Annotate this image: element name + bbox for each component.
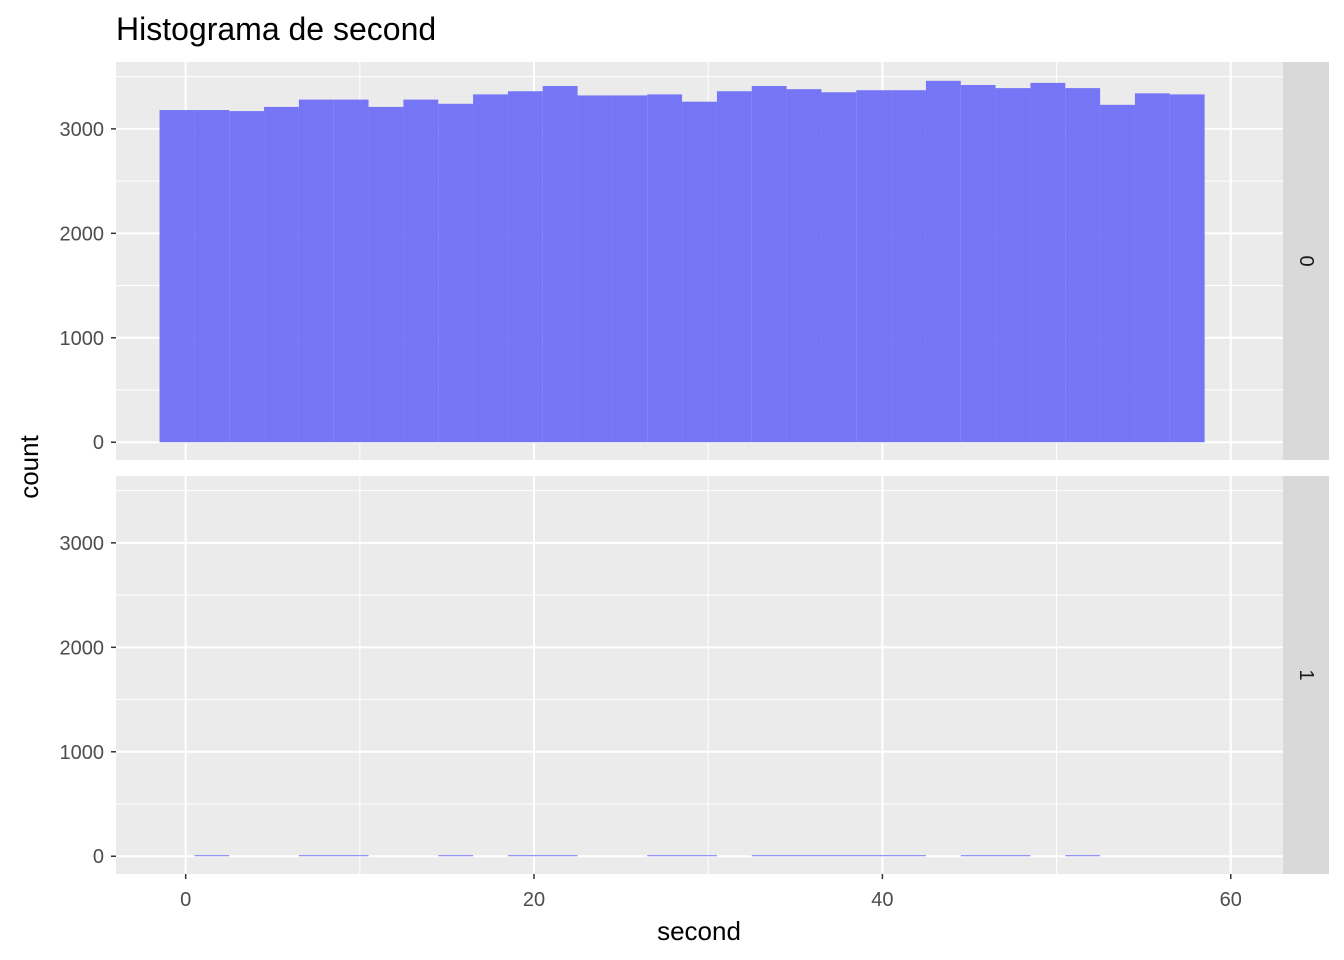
- histogram-bar: [1030, 82, 1066, 443]
- histogram-bar: [647, 94, 683, 443]
- histogram-bar: [229, 111, 265, 443]
- panel-background: [116, 476, 1283, 874]
- histogram-bar: [333, 99, 369, 443]
- facet-panels: 0 1000 2000 3000 0 0 1000 2000 3000 1: [60, 62, 1329, 874]
- histogram-bar: [194, 110, 230, 443]
- y-tick-label: 0: [93, 846, 104, 868]
- y-tick-label: 2000: [60, 223, 105, 245]
- facet-strip-label: 0: [1295, 255, 1317, 266]
- histogram-bar: [1134, 93, 1170, 443]
- histogram-bar: [507, 91, 543, 443]
- y-tick-label: 2000: [60, 637, 105, 659]
- histogram-bar: [1100, 104, 1135, 443]
- histogram-bar: [264, 106, 299, 443]
- histogram-bar: [682, 101, 717, 443]
- histogram-bar: [612, 95, 648, 443]
- facet-panel-0: 0 1000 2000 3000 0: [60, 62, 1329, 460]
- histogram-bar: [995, 88, 1031, 443]
- histogram-bar: [542, 855, 578, 857]
- facet-strip-label: 1: [1295, 669, 1317, 680]
- chart-title: Histograma de second: [116, 11, 436, 47]
- histogram-bar: [891, 90, 926, 443]
- histogram-bar: [856, 90, 892, 443]
- histogram-bar: [542, 86, 578, 443]
- histogram-bar: [194, 855, 230, 857]
- y-tick-label: 3000: [60, 119, 105, 141]
- histogram-bar: [577, 95, 613, 443]
- x-tick-label: 20: [523, 889, 545, 911]
- y-tick-label: 1000: [60, 328, 105, 350]
- histogram-bar: [473, 94, 508, 443]
- histogram-bar: [403, 99, 439, 443]
- histogram-bar: [647, 855, 683, 857]
- histogram-bar: [1169, 94, 1205, 443]
- histogram-bar: [995, 855, 1031, 857]
- x-axis: 0 20 40 60: [180, 874, 1242, 911]
- histogram-bar: [1065, 88, 1101, 443]
- histogram-bar: [925, 80, 961, 443]
- facet-panel-1: 0 1000 2000 3000 1: [60, 476, 1329, 874]
- histogram-bar: [438, 103, 474, 443]
- y-tick-label: 0: [93, 432, 104, 454]
- x-tick-label: 0: [180, 889, 191, 911]
- histogram-bar: [298, 855, 334, 857]
- histogram-bar: [821, 92, 857, 443]
- histogram-bar: [856, 855, 892, 857]
- histogram-bar: [159, 110, 195, 443]
- histogram-bar: [368, 106, 404, 443]
- histogram-bar: [438, 855, 474, 857]
- histogram-bar: [298, 99, 334, 443]
- x-axis-title: second: [657, 916, 741, 946]
- facet-strip: [1283, 476, 1329, 874]
- histogram-bar: [891, 855, 926, 857]
- histogram-bar: [821, 855, 857, 857]
- histogram-bar: [786, 855, 822, 857]
- histogram-bar: [682, 855, 717, 857]
- x-tick-label: 40: [871, 889, 893, 911]
- histogram-bar: [1065, 855, 1101, 857]
- histogram-bar: [716, 91, 752, 443]
- facet-strip: [1283, 62, 1329, 460]
- y-axis-title: count: [14, 434, 44, 498]
- histogram-bar: [960, 855, 996, 857]
- histogram-bar: [960, 84, 996, 443]
- histogram-bar: [751, 855, 787, 857]
- x-tick-label: 60: [1220, 889, 1242, 911]
- y-tick-label: 1000: [60, 742, 105, 764]
- y-tick-label: 3000: [60, 533, 105, 555]
- histogram-bar: [786, 89, 822, 443]
- histogram-bar: [507, 855, 543, 857]
- histogram-bar: [333, 855, 369, 857]
- histogram-bar: [751, 86, 787, 443]
